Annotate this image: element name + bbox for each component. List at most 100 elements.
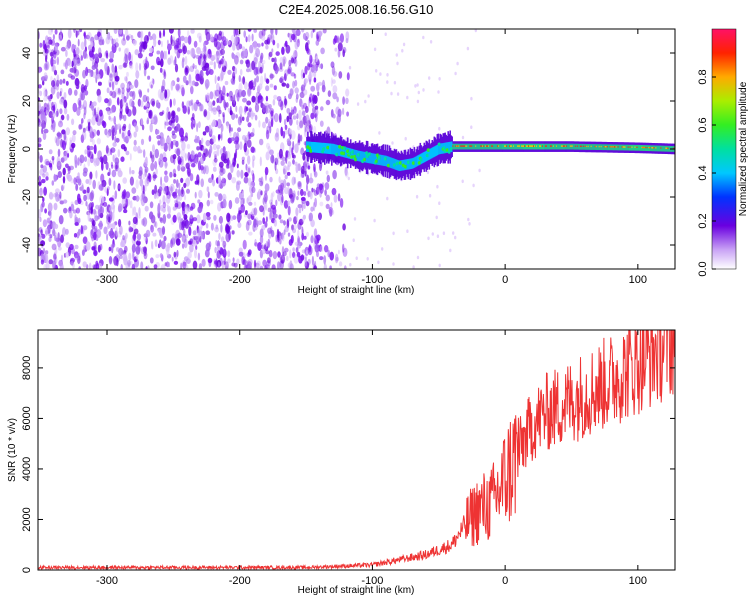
heatmap-cell	[333, 194, 338, 203]
heatmap-cell	[71, 134, 76, 143]
heatmap-cell	[291, 29, 296, 33]
heatmap-cell	[159, 30, 162, 39]
heatmap-cell	[247, 122, 252, 128]
heatmap-band-core	[387, 156, 390, 167]
heatmap-cell	[92, 101, 97, 107]
heatmap-cell	[39, 168, 45, 176]
heatmap-cell	[73, 233, 78, 238]
heatmap-cell	[337, 108, 342, 118]
heatmap-peak	[481, 145, 483, 147]
heatmap-cell	[263, 204, 266, 209]
heatmap-band-core	[391, 157, 394, 169]
heatmap-cell	[120, 156, 125, 162]
heatmap-peak	[517, 145, 519, 147]
heatmap-cell	[162, 156, 168, 163]
heatmap-cell	[170, 39, 175, 47]
heatmap-cell	[326, 174, 330, 183]
heatmap-peak	[523, 145, 525, 147]
heatmap-cell	[38, 122, 42, 127]
heatmap-cell	[291, 33, 296, 41]
heatmap-cell	[85, 241, 91, 251]
heatmap-peak	[464, 145, 466, 147]
heatmap-peak	[580, 145, 583, 147]
heatmap-peak	[437, 142, 442, 147]
heatmap-cell	[247, 250, 250, 257]
heatmap-peak	[343, 146, 347, 150]
heatmap-cell	[163, 69, 166, 77]
heatmap-cell	[345, 88, 350, 97]
heatmap-cell	[352, 238, 355, 242]
heatmap-cell	[42, 132, 47, 140]
heatmap-band-core	[446, 142, 448, 153]
heatmap-cell	[68, 60, 73, 67]
heatmap-peak	[612, 146, 615, 148]
heatmap-cell	[153, 38, 157, 47]
heatmap-cell	[288, 128, 292, 135]
heatmap-cell	[220, 49, 225, 55]
heatmap-band-core	[630, 144, 633, 151]
heatmap-cell	[101, 39, 105, 46]
heatmap-cell	[96, 73, 101, 80]
heatmap-cell	[241, 46, 246, 51]
heatmap-cell	[183, 214, 188, 220]
heatmap-cell	[325, 203, 330, 210]
heatmap-cell	[111, 91, 117, 99]
heatmap-cell	[406, 95, 409, 100]
heatmap-cell	[189, 173, 194, 182]
heatmap-cell	[255, 47, 260, 58]
heatmap-cell	[416, 255, 420, 260]
heatmap-band-core	[389, 157, 392, 168]
heatmap-cell	[182, 261, 187, 269]
heatmap-peak	[374, 159, 379, 163]
heatmap-cell	[284, 225, 289, 233]
heatmap-cell	[265, 240, 268, 247]
heatmap-cell	[177, 188, 181, 197]
heatmap-cell	[135, 254, 139, 260]
heatmap-cell	[271, 204, 276, 210]
heatmap-cell	[181, 141, 186, 151]
heatmap-cell	[274, 161, 277, 171]
heatmap-cell	[91, 234, 95, 242]
heatmap-cell	[109, 148, 113, 156]
heatmap-cell	[300, 196, 306, 202]
heatmap-cell	[45, 176, 49, 181]
heatmap-cell	[65, 242, 70, 249]
heatmap-cell	[167, 242, 171, 249]
heatmap-cell	[167, 262, 170, 268]
heatmap-cell	[172, 214, 177, 223]
heatmap-cell	[125, 198, 129, 208]
heatmap-peak	[309, 149, 313, 153]
heatmap-cell	[330, 61, 335, 68]
heatmap-cell	[297, 204, 303, 209]
heatmap-marks	[38, 29, 675, 269]
heatmap-band-core	[314, 142, 316, 153]
heatmap-cell	[270, 110, 274, 117]
heatmap-cell	[102, 154, 108, 165]
heatmap-cell	[265, 85, 270, 92]
heatmap-cell	[77, 197, 82, 205]
heatmap-cell	[151, 78, 154, 84]
heatmap-cell	[185, 162, 190, 169]
heatmap-cell	[256, 264, 260, 269]
heatmap-cell	[38, 97, 41, 102]
heatmap-cell	[240, 204, 246, 213]
heatmap-cell	[51, 110, 55, 120]
heatmap-cell	[149, 150, 152, 159]
heatmap-cell	[342, 49, 346, 58]
heatmap-cell	[164, 161, 168, 169]
heatmap-cell	[205, 139, 211, 147]
heatmap-band-core	[467, 143, 469, 150]
heatmap-cell	[110, 243, 115, 249]
heatmap-cell	[104, 128, 108, 136]
heatmap-cell	[69, 67, 75, 73]
heatmap-cell	[38, 84, 42, 89]
heatmap-peak	[513, 145, 515, 147]
heatmap-cell	[48, 149, 53, 155]
heatmap-cell	[312, 29, 315, 33]
heatmap-cell	[244, 105, 248, 113]
heatmap-cell	[74, 69, 80, 77]
heatmap-cell	[160, 176, 163, 187]
heatmap-cell	[270, 229, 275, 238]
heatmap-cell	[251, 33, 254, 42]
heatmap-cell	[62, 199, 68, 204]
